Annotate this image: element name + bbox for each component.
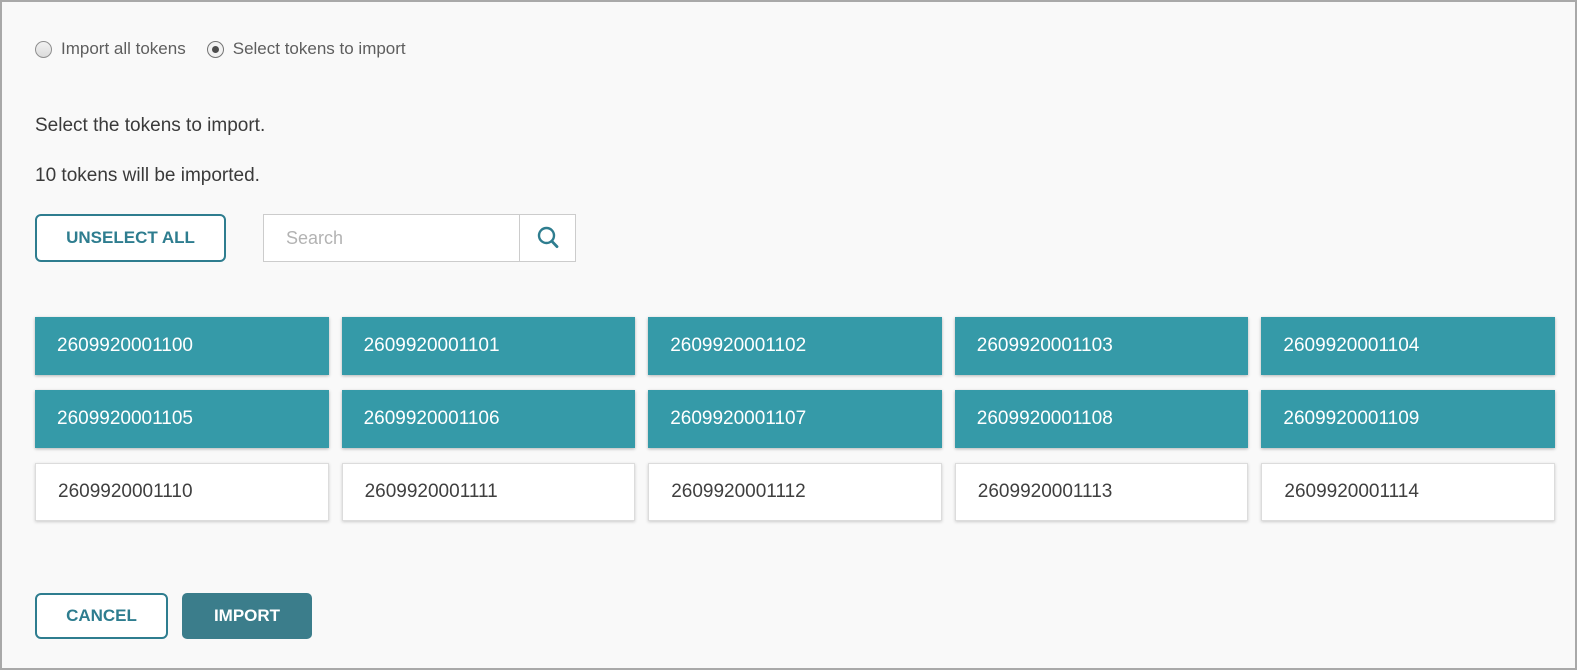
token-label: 2609920001109 (1283, 408, 1420, 429)
radio-label: Import all tokens (61, 39, 186, 58)
token-label: 2609920001104 (1283, 335, 1420, 356)
token-tile[interactable]: 2609920001104 (1261, 317, 1555, 375)
import-mode-radio-group: Import all tokens Select tokens to impor… (35, 2, 1553, 59)
token-label: 2609920001100 (57, 335, 193, 356)
token-label: 2609920001111 (364, 481, 498, 502)
token-label: 2609920001112 (671, 481, 806, 502)
token-label: 2609920001102 (670, 335, 807, 356)
toolbar: UNSELECT ALL (35, 214, 1553, 262)
search-input[interactable] (263, 214, 520, 262)
token-tile[interactable]: 2609920001113 (954, 463, 1249, 521)
token-label: 2609920001106 (363, 408, 500, 429)
token-tile[interactable]: 2609920001111 (341, 463, 636, 521)
radio-icon[interactable] (35, 40, 52, 58)
token-tile[interactable]: 2609920001114 (1261, 463, 1555, 521)
token-tile[interactable]: 2609920001105 (35, 390, 329, 448)
radio-option-select-tokens[interactable]: Select tokens to import (206, 39, 406, 59)
token-tile[interactable]: 2609920001109 (1261, 390, 1555, 448)
token-tile[interactable]: 2609920001101 (341, 317, 636, 375)
search-icon (537, 226, 558, 249)
token-label: 2609920001105 (57, 408, 193, 429)
token-tile[interactable]: 2609920001107 (648, 390, 942, 448)
search-box (263, 214, 576, 262)
radio-label: Select tokens to import (232, 39, 406, 58)
token-tile[interactable]: 2609920001103 (954, 317, 1249, 375)
token-tile[interactable]: 2609920001112 (648, 463, 942, 521)
import-count-text: 10 tokens will be imported. (35, 165, 260, 186)
cancel-button[interactable]: CANCEL (35, 593, 168, 639)
token-label: 2609920001110 (58, 481, 193, 502)
token-label: 2609920001114 (1284, 481, 1419, 502)
dialog-content: Import all tokens Select tokens to impor… (2, 2, 1575, 639)
token-label: 2609920001108 (976, 408, 1113, 429)
import-button[interactable]: IMPORT (182, 593, 312, 639)
token-label: 2609920001101 (363, 335, 500, 356)
token-label: 2609920001113 (977, 481, 1113, 502)
unselect-all-button[interactable]: UNSELECT ALL (35, 214, 226, 262)
token-tile[interactable]: 2609920001110 (35, 463, 329, 521)
token-label: 2609920001103 (976, 335, 1113, 356)
token-tile[interactable]: 2609920001106 (341, 390, 636, 448)
token-grid: 2609920001100 2609920001101 260992000110… (35, 317, 1555, 521)
search-button[interactable] (519, 214, 576, 262)
radio-icon[interactable] (206, 40, 224, 58)
radio-option-import-all[interactable]: Import all tokens (35, 39, 186, 59)
token-tile[interactable]: 2609920001108 (954, 390, 1249, 448)
footer-actions: CANCEL IMPORT (35, 593, 1553, 639)
token-tile[interactable]: 2609920001100 (35, 317, 329, 375)
instruction-text: Select the tokens to import. (35, 115, 266, 136)
token-label: 2609920001107 (670, 408, 807, 429)
token-tile[interactable]: 2609920001102 (648, 317, 942, 375)
